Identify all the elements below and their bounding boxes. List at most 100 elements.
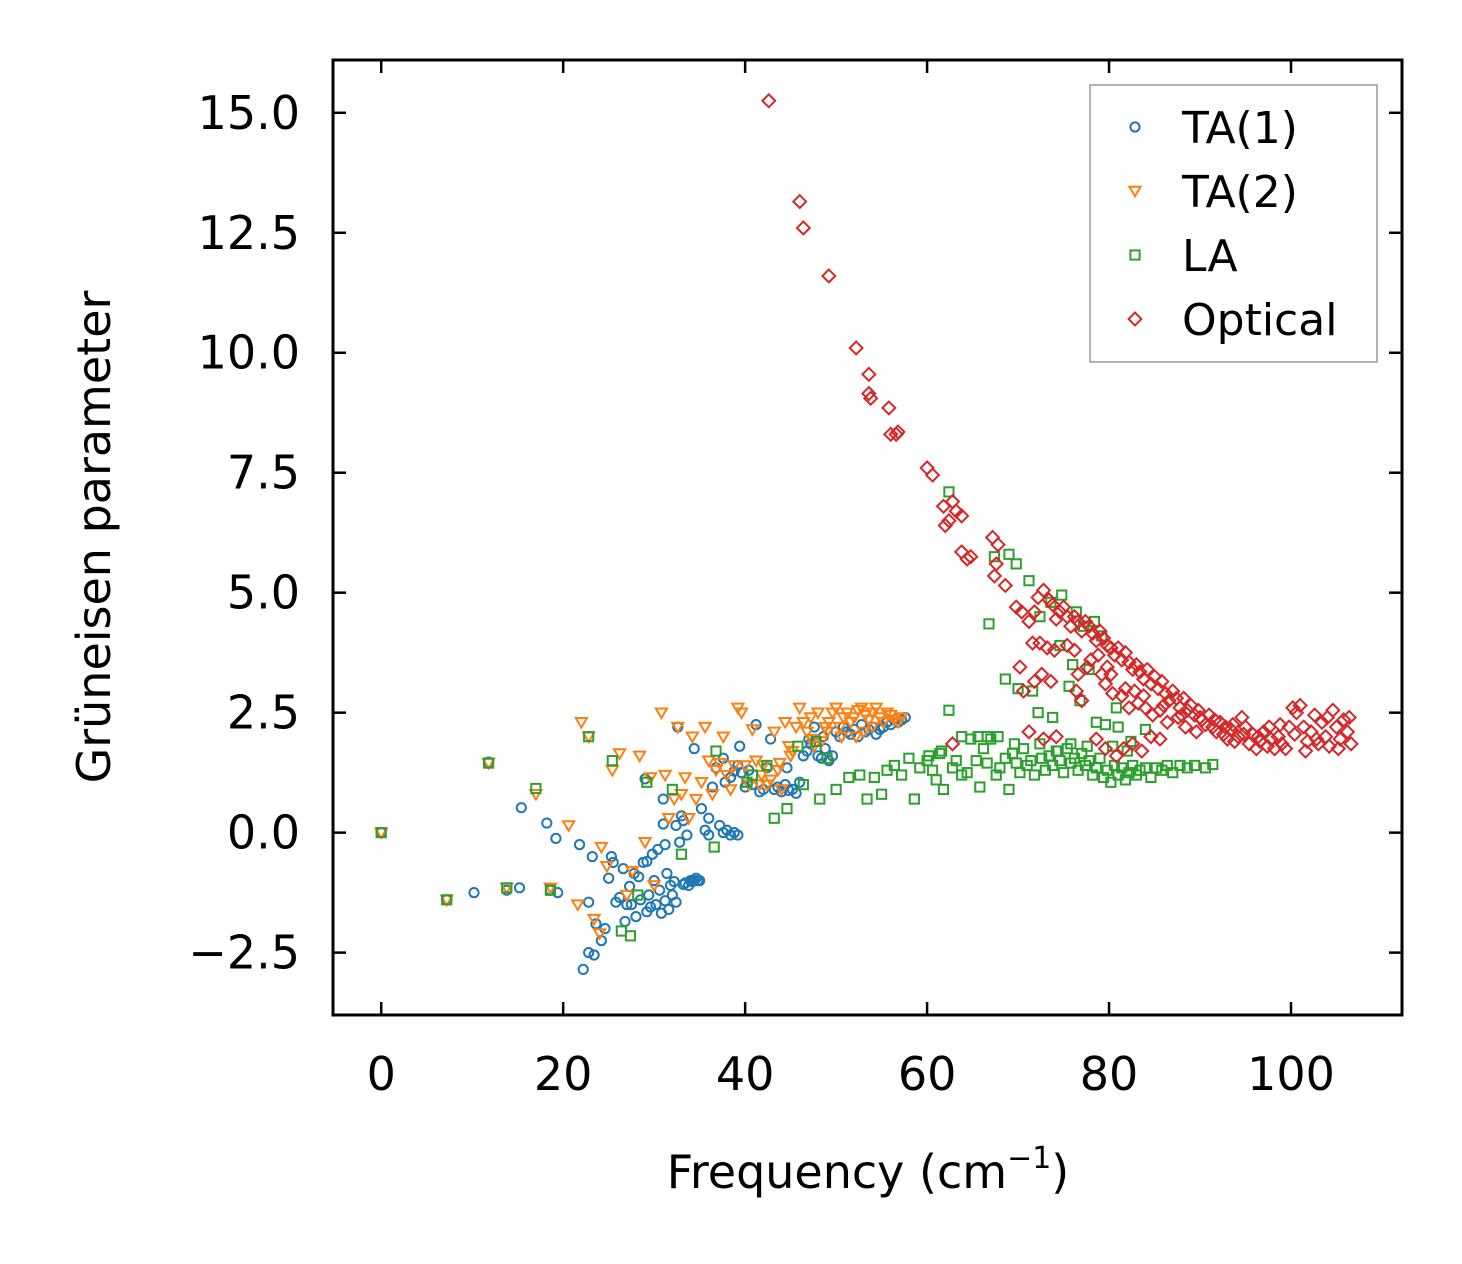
data-point <box>541 817 553 829</box>
data-point <box>1330 740 1347 757</box>
data-point <box>944 736 961 752</box>
data-point <box>1277 740 1294 757</box>
y-tick-label: 0.0 <box>227 806 300 860</box>
data-point <box>1139 723 1152 736</box>
x-tick-label: 60 <box>898 1047 957 1101</box>
data-point <box>1066 642 1083 659</box>
data-point <box>876 717 891 730</box>
data-point <box>1177 719 1194 735</box>
legend-marker <box>1127 185 1143 199</box>
x-tick-label: 100 <box>1247 1047 1335 1101</box>
data-point <box>1056 589 1068 601</box>
data-point <box>1052 745 1064 757</box>
data-point <box>834 731 849 744</box>
data-point <box>943 486 955 498</box>
data-point <box>737 760 753 773</box>
data-point <box>830 783 842 796</box>
y-tick-label: 15.0 <box>198 86 300 140</box>
data-point <box>637 837 653 850</box>
data-point <box>862 390 879 407</box>
data-point <box>990 536 1006 553</box>
data-point <box>1070 666 1086 683</box>
data-point <box>926 764 939 776</box>
data-point <box>761 759 773 772</box>
data-point <box>1003 783 1015 796</box>
data-point <box>1217 719 1234 735</box>
data-point <box>1139 661 1156 678</box>
data-point <box>677 772 693 785</box>
data-point <box>1012 659 1028 675</box>
data-point <box>752 779 768 792</box>
data-point <box>1052 604 1068 620</box>
data-point <box>930 774 942 786</box>
data-point <box>1094 752 1106 764</box>
data-point <box>937 783 950 796</box>
data-point <box>633 871 645 883</box>
data-point <box>1046 642 1063 659</box>
data-point <box>654 707 669 720</box>
data-point <box>810 735 822 748</box>
data-point <box>588 949 600 961</box>
data-point <box>1128 656 1145 673</box>
data-point <box>468 887 480 899</box>
data-point <box>770 765 786 778</box>
data-point <box>661 867 673 880</box>
data-point <box>619 915 631 928</box>
data-point <box>586 913 602 927</box>
data-point <box>1297 743 1314 759</box>
data-point <box>848 340 864 356</box>
series-ta-2 <box>373 702 909 941</box>
plot-frame <box>331 58 1404 1017</box>
data-point <box>1286 726 1303 743</box>
data-point <box>832 721 848 735</box>
data-point <box>1036 752 1048 764</box>
data-point <box>1026 604 1043 620</box>
data-point <box>632 750 647 764</box>
data-point <box>745 724 760 737</box>
data-point <box>550 832 562 844</box>
data-point <box>1167 767 1179 779</box>
x-tick-label: 0 <box>367 1047 396 1101</box>
data-point <box>1033 666 1050 683</box>
data-point <box>997 577 1014 594</box>
y-tick-label: 2.5 <box>227 686 300 740</box>
y-tick-label: −2.5 <box>188 926 300 980</box>
data-point <box>1043 673 1059 690</box>
data-point <box>981 731 993 743</box>
data-point <box>1017 743 1030 755</box>
data-point <box>1159 714 1176 731</box>
x-axis-label: Frequency (cm−1) <box>667 1141 1070 1199</box>
data-point <box>1081 618 1097 635</box>
data-point <box>641 776 653 788</box>
y-tick-label: 5.0 <box>227 566 300 620</box>
legend-marker <box>1129 249 1141 261</box>
data-point <box>543 882 558 896</box>
data-point <box>586 851 598 863</box>
data-point <box>583 896 595 908</box>
data-point <box>781 803 793 815</box>
data-point <box>688 875 700 887</box>
data-point <box>1067 659 1079 671</box>
data-point <box>1059 637 1076 654</box>
data-point <box>657 793 669 805</box>
data-point <box>670 896 682 908</box>
data-point <box>783 750 798 764</box>
data-point <box>943 704 955 716</box>
data-point <box>984 529 1001 546</box>
data-point <box>710 745 722 757</box>
data-point <box>441 894 453 906</box>
data-point <box>1073 692 1090 709</box>
data-point <box>992 731 1004 743</box>
data-point <box>1328 719 1345 735</box>
data-point <box>694 777 709 790</box>
data-point <box>715 731 731 744</box>
data-point <box>1230 728 1247 745</box>
data-point <box>1137 700 1154 716</box>
data-point <box>592 928 607 941</box>
data-point <box>726 760 742 773</box>
data-point <box>1224 716 1241 733</box>
data-point <box>1026 673 1043 690</box>
data-point <box>1104 685 1121 702</box>
data-point <box>1321 738 1338 755</box>
data-point <box>1341 709 1358 726</box>
